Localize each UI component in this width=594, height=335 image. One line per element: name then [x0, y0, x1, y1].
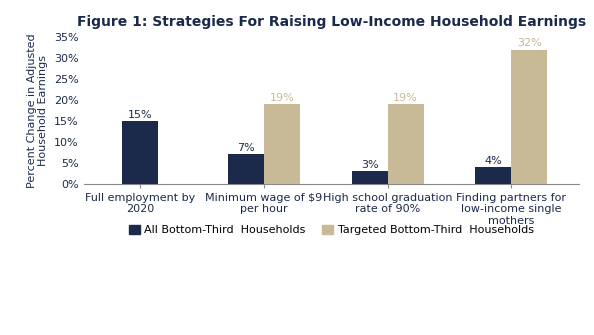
- Bar: [388, 104, 424, 184]
- Bar: [122, 121, 158, 184]
- Y-axis label: Percent Change in Adjusted
Household Earnings: Percent Change in Adjusted Household Ear…: [27, 33, 49, 188]
- Text: 4%: 4%: [485, 156, 503, 166]
- Text: 32%: 32%: [517, 39, 542, 49]
- Bar: [511, 50, 548, 184]
- Bar: [228, 154, 264, 184]
- Bar: [352, 171, 388, 184]
- Text: 3%: 3%: [361, 160, 378, 170]
- Text: 7%: 7%: [237, 143, 255, 153]
- Text: 19%: 19%: [393, 93, 418, 103]
- Text: 19%: 19%: [270, 93, 294, 103]
- Title: Figure 1: Strategies For Raising Low-Income Household Earnings: Figure 1: Strategies For Raising Low-Inc…: [77, 15, 586, 29]
- Bar: [475, 167, 511, 184]
- Bar: [264, 104, 300, 184]
- Text: 15%: 15%: [128, 110, 152, 120]
- Legend: All Bottom-Third  Households, Targeted Bottom-Third  Households: All Bottom-Third Households, Targeted Bo…: [124, 220, 538, 240]
